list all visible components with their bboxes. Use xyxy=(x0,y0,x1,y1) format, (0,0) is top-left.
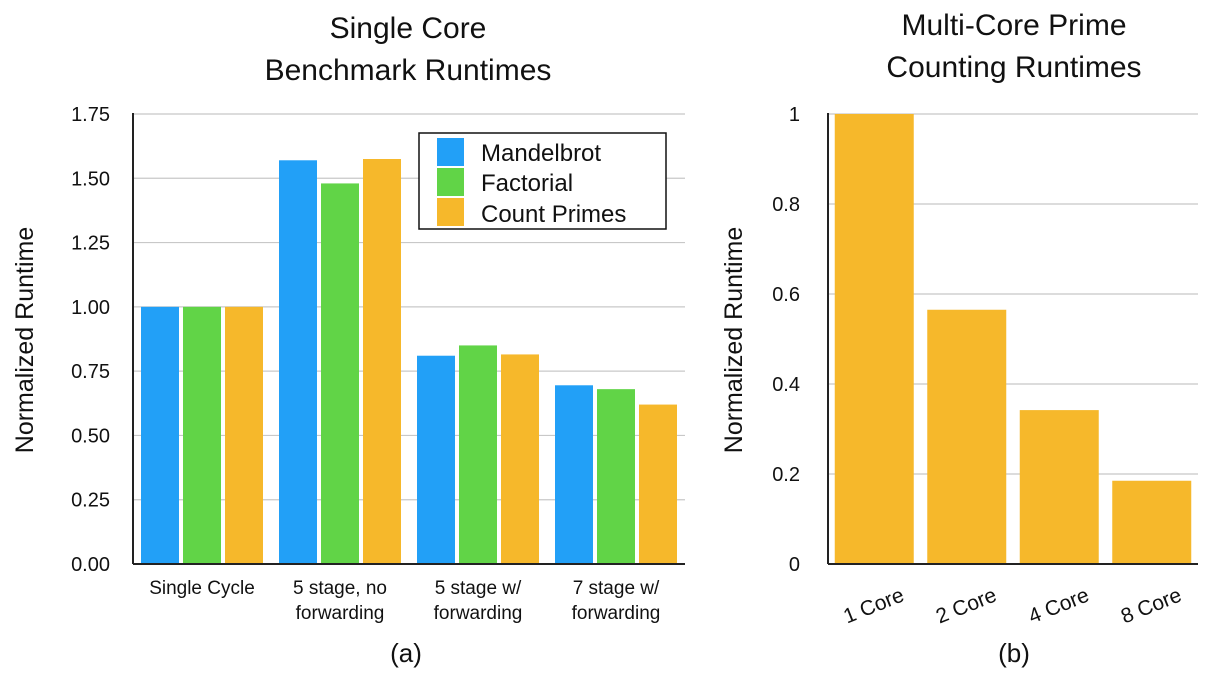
y-tick-label: 0.25 xyxy=(71,490,110,512)
bar-factorial xyxy=(183,306,221,564)
bar-mandelbrot xyxy=(417,355,455,564)
bar-count-primes xyxy=(225,306,263,564)
chart-a-y-tick-labels: 0.00 0.25 0.50 0.75 1.00 1.25 1.50 1.75 xyxy=(71,104,110,576)
chart-b-title-line-1: Multi-Core Prime xyxy=(901,9,1126,42)
y-tick-label: 1.00 xyxy=(71,297,110,319)
chart-b-title-line-2: Counting Runtimes xyxy=(886,51,1141,84)
y-tick-label: 0.00 xyxy=(71,554,110,576)
bar-factorial xyxy=(597,389,635,564)
bar-factorial xyxy=(459,345,497,564)
bar-count-primes xyxy=(363,159,401,564)
chart-a-legend: Mandelbrot Factorial Count Primes xyxy=(418,132,667,230)
legend-swatch-factorial xyxy=(437,168,464,196)
x-tick-label: forwarding xyxy=(434,603,523,624)
y-tick-label: 1.25 xyxy=(71,233,110,255)
chart-b-bars xyxy=(834,114,1192,564)
x-tick-label: 5 stage w/ xyxy=(435,578,522,599)
bar-2-core xyxy=(927,309,1007,564)
chart-b-panel-label: (b) xyxy=(998,638,1030,668)
chart-multi-core: Multi-Core Prime Counting Runtimes Norma… xyxy=(720,9,1198,668)
chart-b-y-tick-labels: 0 0.2 0.4 0.6 0.8 1 xyxy=(772,104,800,576)
bar-mandelbrot xyxy=(141,306,179,564)
x-tick-label: 4 Core xyxy=(1025,584,1092,629)
legend-label-factorial: Factorial xyxy=(481,170,573,197)
chart-b-x-tick-labels: 1 Core 2 Core 4 Core 8 Core xyxy=(840,584,1185,629)
y-tick-label: 0.2 xyxy=(772,464,800,486)
y-tick-label: 1 xyxy=(789,104,800,126)
legend-label-mandelbrot: Mandelbrot xyxy=(481,140,601,167)
bar-4-core xyxy=(1019,410,1099,564)
bar-mandelbrot xyxy=(279,160,317,565)
x-tick-label: 1 Core xyxy=(840,584,907,629)
bar-mandelbrot xyxy=(555,385,593,564)
x-tick-label: 2 Core xyxy=(933,584,1000,629)
y-tick-label: 0.6 xyxy=(772,284,800,306)
legend-swatch-mandelbrot xyxy=(437,138,464,166)
x-tick-label: 7 stage w/ xyxy=(573,578,660,599)
bar-count-primes xyxy=(639,404,677,564)
chart-a-bars xyxy=(141,159,677,565)
y-tick-label: 0.75 xyxy=(71,361,110,383)
y-tick-label: 0 xyxy=(789,554,800,576)
x-tick-label: 8 Core xyxy=(1118,584,1185,629)
chart-single-core: Single Core Benchmark Runtimes Normalize… xyxy=(11,12,685,668)
chart-a-title-line-1: Single Core xyxy=(330,12,487,45)
y-tick-label: 0.8 xyxy=(772,194,800,216)
legend-swatch-count-primes xyxy=(437,198,464,226)
y-tick-label: 1.50 xyxy=(71,168,110,190)
chart-a-x-tick-labels: Single Cycle 5 stage, no forwarding 5 stage… xyxy=(149,578,660,624)
x-tick-label: forwarding xyxy=(296,603,385,624)
x-tick-label: Single Cycle xyxy=(149,578,255,599)
legend-label-count-primes: Count Primes xyxy=(481,201,626,228)
bar-count-primes xyxy=(501,354,539,564)
chart-b-y-axis-label: Normalized Runtime xyxy=(720,227,748,453)
x-tick-label: forwarding xyxy=(572,603,661,624)
y-tick-label: 0.50 xyxy=(71,425,110,447)
chart-a-y-axis-label: Normalized Runtime xyxy=(11,227,39,453)
chart-a-panel-label: (a) xyxy=(390,638,422,668)
y-tick-label: 1.75 xyxy=(71,104,110,126)
chart-a-title-line-2: Benchmark Runtimes xyxy=(265,54,552,87)
bar-factorial xyxy=(321,183,359,564)
bar-8-core xyxy=(1112,480,1192,564)
y-tick-label: 0.4 xyxy=(772,374,800,396)
x-tick-label: 5 stage, no xyxy=(293,578,387,599)
bar-1-core xyxy=(834,114,914,564)
